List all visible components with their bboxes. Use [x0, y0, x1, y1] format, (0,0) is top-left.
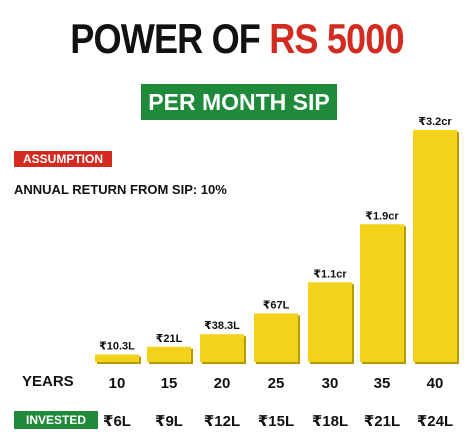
invested-value: ₹21L — [364, 413, 400, 430]
title-main: POWER OF — [70, 15, 270, 62]
data-label: ₹1.9cr — [365, 210, 399, 222]
bar — [413, 130, 457, 362]
x-tick-label: 10 — [109, 375, 126, 392]
data-label: ₹67L — [263, 299, 290, 311]
x-tick-label: 25 — [268, 375, 285, 392]
data-label: ₹3.2cr — [418, 116, 452, 128]
assumption-badge: ASSUMPTION — [14, 151, 112, 167]
x-tick-label: 40 — [427, 375, 444, 392]
title-accent: RS 5000 — [269, 15, 404, 62]
invested-value: ₹9L — [155, 413, 183, 430]
page-title: POWER OF RS 5000 — [33, 14, 441, 64]
data-label: ₹10.3L — [99, 341, 135, 353]
assumption-text: ANNUAL RETURN FROM SIP: 10% — [14, 182, 227, 197]
data-label: ₹38.3L — [204, 320, 240, 332]
bar — [308, 282, 352, 362]
bar — [254, 313, 298, 362]
x-tick-label: 20 — [214, 375, 231, 392]
bar — [147, 346, 191, 362]
data-label: ₹1.1cr — [313, 268, 347, 280]
x-tick-label: 35 — [374, 375, 391, 392]
bar — [200, 334, 244, 362]
invested-value: ₹12L — [204, 413, 240, 430]
subtitle-banner: PER MONTH SIP — [141, 84, 337, 120]
invested-value: ₹18L — [312, 413, 348, 430]
x-tick-label: 15 — [161, 375, 178, 392]
invested-value: ₹6L — [103, 413, 131, 430]
bar — [360, 224, 404, 362]
data-label: ₹21L — [156, 333, 183, 345]
years-row-label: YEARS — [22, 373, 74, 390]
x-tick-label: 30 — [322, 375, 339, 392]
invested-value: ₹15L — [258, 413, 294, 430]
bar — [95, 354, 139, 362]
invested-value: ₹24L — [417, 413, 453, 430]
invested-badge: INVESTED — [14, 411, 98, 429]
